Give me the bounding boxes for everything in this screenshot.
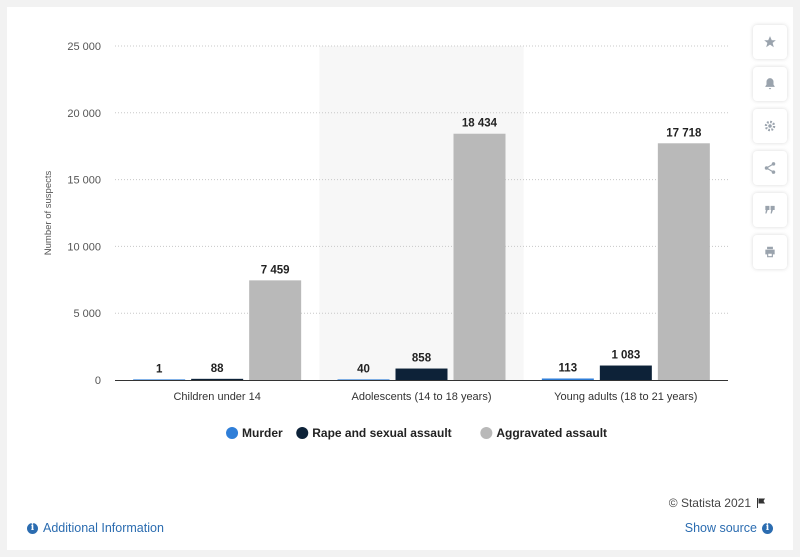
chart-toolbar (753, 25, 787, 277)
chart-card: 0 5 000 10 000 15 000 20 000 25 000 Number of … (7, 7, 793, 550)
data-label: 858 (412, 353, 432, 365)
legend-marker (226, 427, 239, 439)
y-tick-label: 20 000 (67, 108, 101, 120)
legend-marker (480, 427, 493, 439)
print-icon[interactable] (753, 235, 787, 269)
data-label: 40 (357, 363, 370, 375)
copyright-text: © Statista 2021 (668, 496, 751, 510)
copyright-notice: © Statista 2021 (669, 496, 767, 510)
show-source-label: Show source (684, 521, 757, 535)
additional-information-label: Additional Information (43, 521, 164, 535)
bar (337, 379, 390, 380)
y-axis-label: Number of suspects (43, 171, 54, 256)
data-label: 17 718 (666, 127, 702, 139)
info-icon: i (762, 522, 773, 534)
data-label: 18 434 (462, 118, 498, 130)
y-tick-label: 15 000 (67, 175, 101, 187)
bar (599, 365, 652, 380)
bell-icon[interactable] (753, 67, 787, 101)
star-icon[interactable] (753, 25, 787, 59)
x-tick-label: Adolescents (14 to 18 years) (351, 391, 491, 403)
bar (249, 280, 302, 380)
data-label: 88 (211, 363, 224, 375)
show-source-link[interactable]: Show source i (685, 521, 773, 535)
quote-icon[interactable] (753, 193, 787, 227)
bar (191, 378, 244, 380)
bar (395, 368, 448, 380)
data-label: 7 459 (261, 264, 290, 276)
bar-chart: 0 5 000 10 000 15 000 20 000 25 000 Number of … (43, 41, 728, 440)
share-icon[interactable] (753, 151, 787, 185)
legend-label: Rape and sexual assault (312, 426, 451, 440)
y-tick-label: 0 (95, 375, 101, 387)
bar (133, 379, 186, 380)
y-tick-label: 25 000 (67, 41, 101, 53)
data-label: 1 083 (611, 350, 640, 362)
bar (541, 378, 594, 380)
info-icon: i (27, 522, 38, 534)
bar (453, 133, 506, 380)
x-tick-label: Young adults (18 to 21 years) (554, 391, 697, 403)
legend-marker (296, 427, 309, 439)
data-label: 113 (559, 362, 578, 374)
x-tick-label: Children under 14 (173, 391, 260, 403)
legend-label: Murder (242, 426, 283, 440)
gear-icon[interactable] (753, 109, 787, 143)
data-label: 1 (156, 363, 163, 375)
y-tick-label: 10 000 (67, 241, 101, 253)
legend-label: Aggravated assault (496, 426, 607, 440)
additional-information-link[interactable]: i Additional Information (27, 521, 164, 535)
y-tick-label: 5 000 (73, 308, 101, 320)
bar (657, 143, 710, 380)
flag-icon[interactable] (755, 497, 767, 509)
